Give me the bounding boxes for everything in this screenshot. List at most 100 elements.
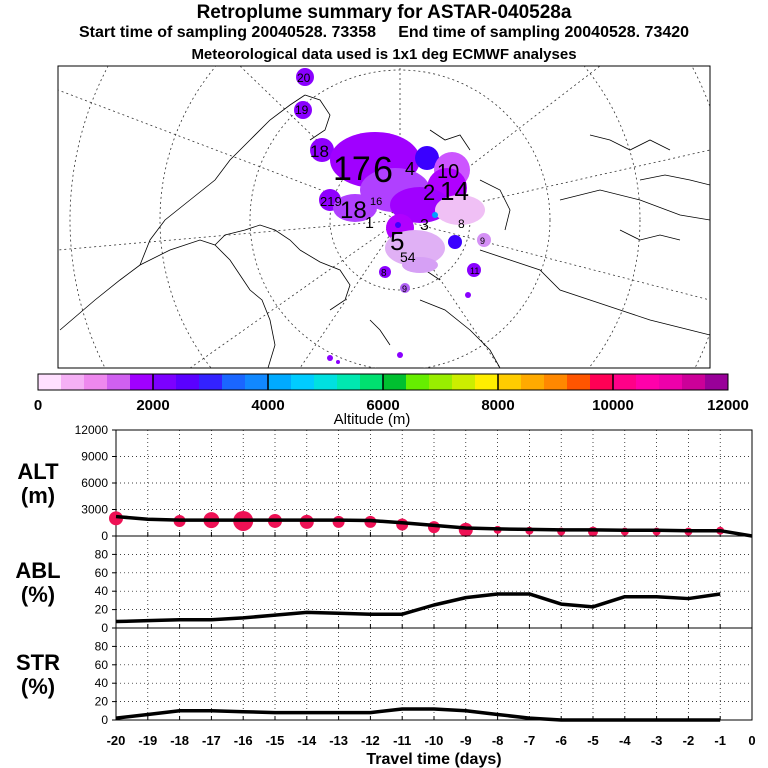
y-tick-label: 60 [95, 658, 109, 672]
colorbar-swatch [521, 374, 545, 390]
x-tick-label: -19 [138, 733, 157, 748]
end-time-label: End time of sampling 20040528. 73420 [398, 24, 690, 41]
colorbar-tick-label: 12000 [707, 397, 749, 414]
x-tick-label: -3 [651, 733, 663, 748]
plume-label-16: 16 [370, 196, 382, 208]
plume-label-8: 8 [458, 217, 465, 231]
colorbar-swatch [245, 374, 269, 390]
coastlines [59, 94, 710, 368]
plume-label-54: 54 [400, 249, 416, 265]
x-tick-label: -11 [393, 733, 411, 748]
series-line-abl [115, 592, 721, 624]
colorbar-swatch [130, 374, 154, 390]
plume-label-9b: 9 [480, 236, 485, 246]
panel-frame [115, 535, 753, 629]
colorbar-swatch [268, 374, 292, 390]
panel-ylabel-name: ALT [17, 459, 59, 484]
plume-label-3: 3 [420, 217, 429, 234]
plume-label-5: 5 [390, 226, 404, 256]
plume-label-18: 18 [310, 142, 329, 161]
colorbar-swatch [498, 374, 522, 390]
y-tick-label: 40 [95, 676, 109, 690]
colorbar-swatch [314, 374, 338, 390]
series-line-str [115, 707, 721, 722]
start-time-label: Start time of sampling 20040528. 73358 [78, 24, 376, 41]
plume-label-2: 2 [423, 180, 435, 205]
panel-ylabel-name: ABL [15, 558, 60, 583]
y-tick-label: 0 [101, 621, 108, 635]
colorbar-swatch [61, 374, 85, 390]
x-tick-label: -6 [555, 733, 567, 748]
plume-label-4: 4 [405, 159, 415, 179]
plume-label-18b: 18 [340, 197, 367, 224]
colorbar-swatch [429, 374, 453, 390]
colorbar-swatch [590, 374, 614, 390]
y-tick-label: 9000 [81, 450, 108, 464]
y-tick-label: 0 [101, 713, 108, 727]
colorbar-swatch [337, 374, 361, 390]
x-tick-label: 0 [748, 733, 755, 748]
plume-label-21: 219 [320, 194, 342, 209]
y-tick-label: 0 [101, 529, 108, 543]
plume-labels: 20 19 18 17 6 4 10 2 14 219 18 1 16 5 3 … [295, 71, 485, 294]
x-tick-label: -14 [297, 733, 317, 748]
x-tick-label: -5 [587, 733, 599, 748]
plume-label-11: 11 [470, 266, 479, 276]
plume-label-14: 14 [440, 176, 469, 206]
altitude-colorbar: 0 2000 4000 6000 8000 10000 12000 [34, 373, 749, 414]
plume-label-8b: 8 [381, 268, 387, 279]
colorbar-swatch [475, 374, 499, 390]
colorbar-swatch [360, 374, 384, 390]
x-tick-label: -7 [524, 733, 536, 748]
x-tick-label: -17 [202, 733, 221, 748]
colorbar-tick-label: 2000 [136, 397, 169, 414]
y-tick-label: 3000 [81, 503, 108, 517]
x-tick-label: -8 [492, 733, 504, 748]
colorbar-tick-label: 10000 [592, 397, 634, 414]
colorbar-tick-label: 6000 [366, 397, 399, 414]
panel-abl: 80 60 40 20 0 ABL(%) [15, 535, 753, 635]
map-frame [57, 65, 711, 369]
plume-label-17: 17 [333, 150, 371, 188]
y-tick-label: 80 [95, 547, 109, 561]
colorbar-swatch [636, 374, 660, 390]
colorbar-swatch [613, 374, 637, 390]
colorbar-swatch [107, 374, 131, 390]
panel-ylabel-unit: (%) [21, 582, 55, 607]
colorbar-swatch [567, 374, 591, 390]
x-tick-label: -16 [234, 733, 253, 748]
plume-label-10: 10 [437, 161, 459, 183]
time-series-panels: 120009000600030000ALT(m)806040200ABL(%)8… [15, 423, 755, 768]
x-tick-label: -4 [619, 733, 631, 748]
colorbar-swatch [38, 374, 62, 390]
y-tick-label: 20 [95, 695, 109, 709]
chart-title: Retroplume summary for ASTAR-040528a [196, 2, 572, 23]
y-tick-label: 6000 [81, 476, 108, 490]
x-tick-label: -1 [714, 733, 726, 748]
colorbar-swatch [176, 374, 200, 390]
sampling-times: Start time of sampling 20040528. 73358 E… [0, 24, 768, 42]
colorbar-swatch [222, 374, 246, 390]
colorbar-swatch [153, 374, 177, 390]
panel-ylabel-name: STR [16, 650, 60, 675]
plume-label-6: 6 [373, 149, 393, 190]
y-tick-label: 20 [95, 603, 109, 617]
colorbar-swatch [383, 374, 407, 390]
x-tick-label: -9 [460, 733, 472, 748]
colorbar-swatch [84, 374, 108, 390]
plume-label-9: 9 [402, 284, 407, 294]
colorbar-tick-label: 8000 [481, 397, 514, 414]
met-data-label: Meteorological data used is 1x1 deg ECMW… [191, 46, 577, 63]
colorbar-tick-label: 0 [34, 397, 42, 414]
map-content: 20 19 18 17 6 4 10 2 14 219 18 1 16 5 3 … [58, 66, 710, 368]
x-tick-label: -2 [683, 733, 695, 748]
altitude-marker [299, 514, 314, 529]
panel-ylabel-unit: (%) [21, 674, 55, 699]
y-tick-label: 60 [95, 566, 109, 580]
colorbar-tick-label: 4000 [251, 397, 284, 414]
colorbar-swatch [682, 374, 706, 390]
plume-label-20: 20 [297, 71, 311, 85]
y-tick-label: 80 [95, 639, 109, 653]
colorbar-swatch [199, 374, 223, 390]
